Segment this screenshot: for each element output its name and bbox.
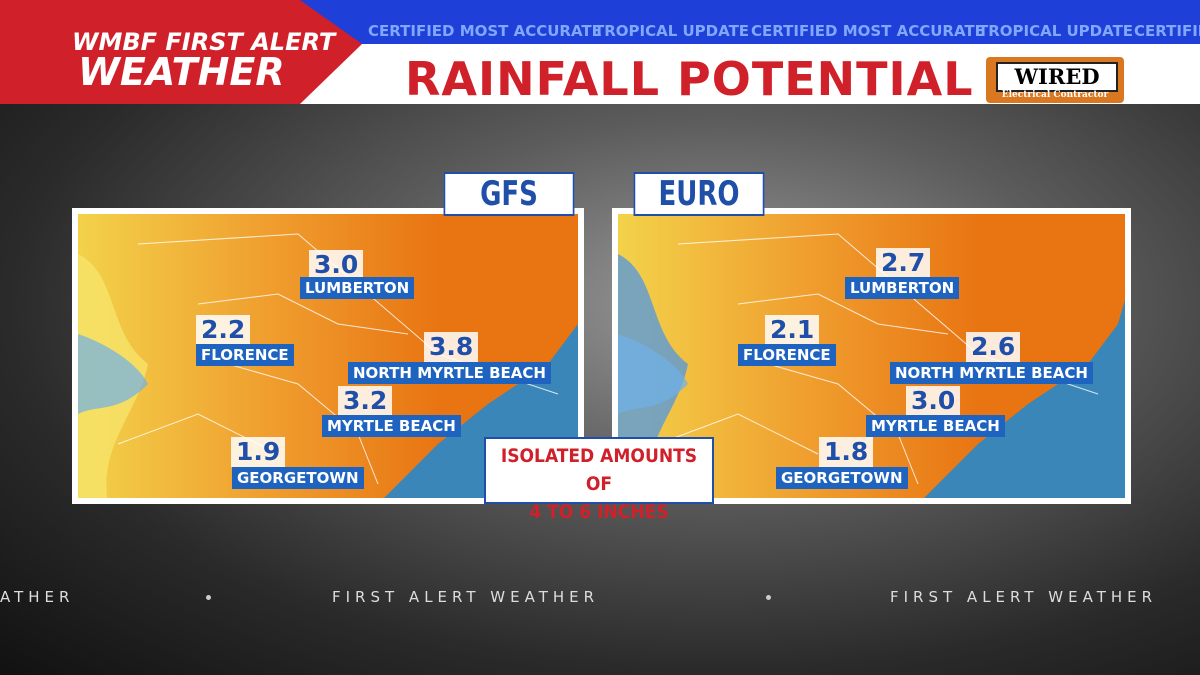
- location-value: 2.1: [765, 315, 820, 345]
- location-value: 3.2: [338, 386, 393, 416]
- brand-line2: WEATHER: [78, 50, 285, 94]
- model-label: EURO: [633, 172, 765, 216]
- location-name: FLORENCE: [196, 344, 294, 366]
- separator: [766, 595, 771, 600]
- model-label: GFS: [443, 172, 575, 216]
- ticker-bar: [300, 0, 1200, 44]
- footer-text: ATHER: [0, 588, 75, 606]
- sponsor-tagline: Electrical Contractor: [1001, 90, 1109, 100]
- location-value: 3.0: [906, 386, 961, 416]
- note-line: 4 TO 6 INCHES: [529, 501, 669, 523]
- location-name: FLORENCE: [738, 344, 836, 366]
- ticker-item: TROPICAL UPDATE: [978, 22, 1134, 40]
- ticker-item: TROPICAL UPDATE: [594, 22, 750, 40]
- note-box: ISOLATED AMOUNTS OF 4 TO 6 INCHES: [484, 437, 714, 523]
- footer-text: FIRST ALERT WEATHER: [332, 588, 600, 606]
- location-name: MYRTLE BEACH: [322, 415, 461, 437]
- location-value: 3.0: [309, 250, 364, 280]
- title: RAINFALL POTENTIAL: [405, 52, 974, 106]
- location-value: 2.2: [196, 315, 251, 345]
- location-value: 2.7: [876, 248, 931, 278]
- location-name: GEORGETOWN: [232, 467, 364, 489]
- location-name: GEORGETOWN: [776, 467, 908, 489]
- ticker-item: CERTIFIED MOST ACCURATE: [368, 22, 602, 40]
- brand-line1: WMBF FIRST ALERT: [72, 28, 336, 56]
- footer-text: FIRST ALERT WEATHER: [890, 588, 1158, 606]
- ticker-item: CERTIFIE: [1134, 22, 1200, 40]
- location-value: 3.8: [424, 332, 479, 362]
- sponsor-logo: WIRED Electrical Contractor: [986, 57, 1124, 103]
- location-value: 1.9: [231, 437, 286, 467]
- location-name: MYRTLE BEACH: [866, 415, 1005, 437]
- note-line: ISOLATED AMOUNTS OF: [500, 445, 698, 495]
- location-name: NORTH MYRTLE BEACH: [890, 362, 1093, 384]
- location-value: 2.6: [966, 332, 1021, 362]
- ticker-item: CERTIFIED MOST ACCURATE: [751, 22, 985, 40]
- location-value: 1.8: [819, 437, 874, 467]
- location-name: LUMBERTON: [300, 277, 415, 299]
- location-name: NORTH MYRTLE BEACH: [348, 362, 551, 384]
- separator: [206, 595, 211, 600]
- sponsor: WIRED: [996, 62, 1118, 92]
- logo-shape: [0, 0, 362, 104]
- location-name: LUMBERTON: [845, 277, 960, 299]
